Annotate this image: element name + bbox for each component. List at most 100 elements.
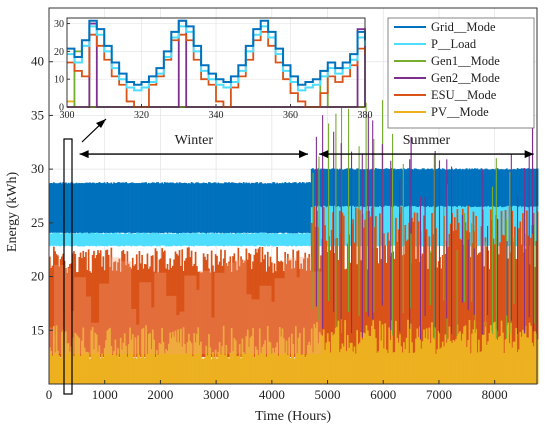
band-bar [297, 250, 300, 358]
band-bar [428, 236, 431, 358]
band-bar [448, 233, 451, 358]
band-bar [483, 334, 485, 384]
band-bar [153, 271, 155, 358]
band-bar [396, 241, 399, 358]
x-tick-label: 0 [46, 387, 53, 402]
texture-bar [254, 305, 267, 354]
band-bar [119, 271, 122, 358]
band-bar [114, 261, 117, 358]
band-bar [236, 232, 238, 247]
band-bar [158, 183, 161, 233]
band-bar [413, 168, 416, 233]
band-bar [288, 233, 291, 246]
band-bar [483, 266, 485, 358]
band-bar [385, 168, 388, 234]
band-bar [248, 233, 250, 246]
band-bar [57, 183, 59, 234]
band-bar [182, 271, 185, 358]
band-bar [425, 169, 428, 234]
band-bar [469, 257, 472, 358]
band-bar [147, 182, 150, 233]
band-bar [110, 182, 113, 233]
annotation-arrowhead [79, 150, 89, 159]
band-bar [336, 168, 338, 233]
band-bar [301, 268, 304, 358]
band-bar [145, 264, 147, 358]
band-bar [348, 234, 350, 358]
band-bar [81, 233, 83, 247]
band-bar [162, 183, 165, 234]
band-bar [258, 182, 261, 234]
band-bar [452, 339, 455, 384]
band-bar [297, 233, 300, 246]
band-bar [366, 330, 369, 384]
band-bar [460, 207, 463, 247]
band-bar [70, 346, 73, 384]
band-bar [289, 232, 292, 246]
band-bar [352, 169, 354, 234]
band-bar [237, 232, 240, 247]
band-bar [245, 336, 248, 384]
band-bar [527, 337, 530, 384]
band-bar [90, 272, 93, 358]
band-bar [348, 347, 350, 384]
band-bar [333, 333, 336, 384]
band-bar [49, 256, 51, 358]
band-bar [272, 347, 274, 384]
band-bar [362, 169, 365, 234]
band-bar [286, 253, 289, 358]
band-bar [292, 344, 295, 384]
band-bar [240, 232, 242, 247]
band-bar [453, 169, 456, 233]
band-bar [133, 183, 135, 233]
band-bar [392, 168, 395, 234]
band-bar [392, 251, 395, 358]
band-bar [421, 168, 424, 234]
band-bar [411, 342, 413, 384]
band-bar [205, 182, 208, 234]
band-bar [95, 334, 98, 384]
band-bar [496, 339, 499, 384]
band-bar [373, 329, 376, 384]
band-bar [260, 182, 262, 233]
band-bar [55, 232, 58, 247]
band-bar [303, 234, 305, 246]
band-bar [224, 355, 226, 384]
band-bar [163, 250, 166, 358]
annotation-label: Summer [403, 133, 451, 148]
texture-bar [229, 293, 242, 354]
band-bar [253, 254, 256, 358]
texture-bar [64, 311, 77, 354]
band-bar [208, 232, 210, 247]
band-bar [421, 341, 424, 384]
band-bar [373, 169, 376, 234]
band-bar [370, 168, 373, 233]
band-bar [180, 182, 182, 234]
band-bar [397, 342, 400, 384]
band-bar [206, 253, 209, 358]
band-bar [527, 168, 530, 234]
band-bar [177, 233, 180, 246]
band-bar [109, 327, 111, 384]
band-bar [336, 326, 338, 384]
band-bar [189, 183, 192, 234]
band-bar [70, 182, 73, 234]
band-bar [415, 258, 417, 358]
band-bar [69, 233, 71, 247]
band-bar [405, 169, 408, 233]
band-bar [190, 343, 193, 384]
band-bar [403, 342, 405, 384]
band-bar [393, 205, 396, 246]
band-bar [135, 254, 138, 358]
band-bar [65, 267, 67, 358]
band-bar [395, 320, 397, 384]
band-bar [133, 265, 135, 358]
band-bar [296, 233, 299, 247]
band-bar [310, 168, 313, 234]
legend: Grid__Mode P__Load Gen1__Mode Gen2__Mode ESU… [387, 17, 535, 129]
band-bar [407, 319, 409, 384]
band-bar [123, 253, 126, 358]
band-bar [166, 182, 169, 234]
band-bar [375, 338, 377, 384]
season-annotations: Winter Summer [79, 133, 534, 159]
